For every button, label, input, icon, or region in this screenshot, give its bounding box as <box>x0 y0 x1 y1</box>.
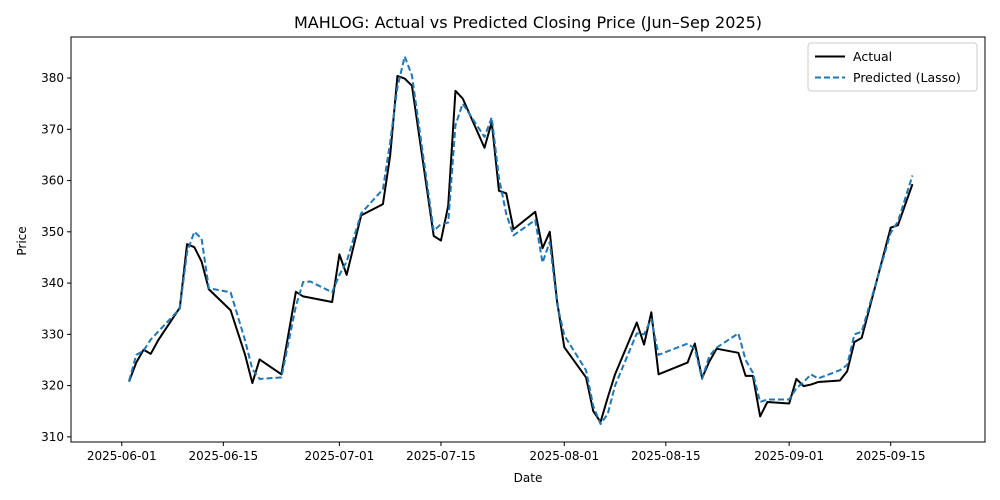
y-tick-label: 350 <box>41 225 64 239</box>
y-tick-label: 380 <box>41 71 64 85</box>
y-tick-label: 340 <box>41 276 64 290</box>
legend-label-actual: Actual <box>853 49 892 64</box>
series-line-predicted <box>128 55 914 426</box>
legend-box <box>807 42 978 92</box>
plot-area <box>128 55 914 426</box>
chart-title: MAHLOG: Actual vs Predicted Closing Pric… <box>294 13 762 32</box>
y-tick-label: 370 <box>41 122 64 136</box>
series-line-actual <box>128 74 914 424</box>
y-tick-label: 310 <box>41 430 64 444</box>
x-tick-label: 2025-08-15 <box>631 449 701 463</box>
x-tick-label: 2025-07-01 <box>305 449 375 463</box>
plot-frame <box>70 36 986 443</box>
x-tick-label: 2025-09-01 <box>754 449 824 463</box>
x-tick-label: 2025-06-01 <box>87 449 157 463</box>
y-tick-label: 320 <box>41 379 64 393</box>
x-tick-label: 2025-09-15 <box>856 449 926 463</box>
legend: Actual Predicted (Lasso) <box>807 42 978 92</box>
x-tick-label: 2025-06-15 <box>188 449 258 463</box>
y-axis-label: Price <box>15 226 29 255</box>
y-tick-label: 360 <box>41 174 64 188</box>
x-tick-label: 2025-08-01 <box>529 449 599 463</box>
y-tick-label: 330 <box>41 327 64 341</box>
legend-label-predicted: Predicted (Lasso) <box>853 70 961 85</box>
x-tick-label: 2025-07-15 <box>406 449 476 463</box>
x-axis-label: Date <box>514 471 543 485</box>
axes: 2025-06-01 2025-06-15 2025-07-01 2025-07-15… <box>41 36 986 463</box>
